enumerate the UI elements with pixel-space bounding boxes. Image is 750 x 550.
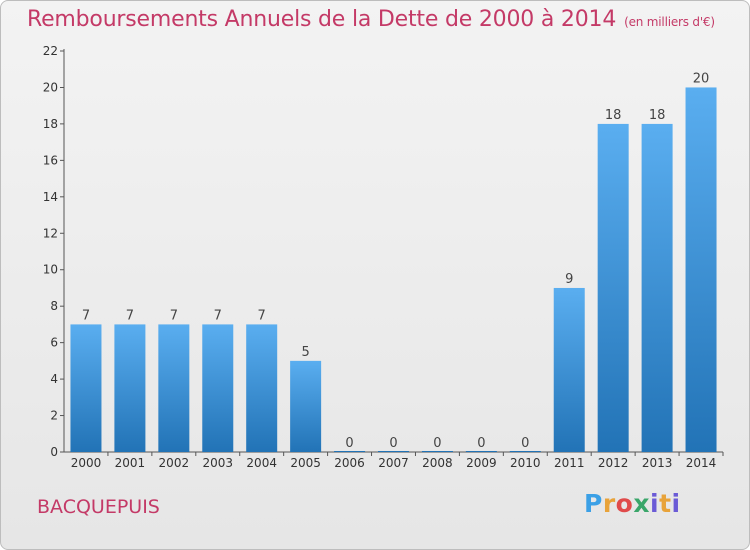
bar-value-label: 0 — [389, 436, 397, 451]
y-tick-label: 20 — [43, 80, 58, 94]
bar — [685, 87, 717, 453]
bar-value-label: 7 — [170, 308, 178, 323]
x-tick-label: 2002 — [159, 456, 190, 470]
x-tick-label: 2012 — [598, 456, 629, 470]
bar — [334, 451, 366, 452]
bar-value-label: 7 — [126, 308, 134, 323]
y-tick-label: 10 — [43, 263, 58, 277]
y-tick-label: 4 — [50, 372, 58, 386]
bar-value-label: 0 — [521, 436, 529, 451]
bar — [465, 451, 497, 452]
y-tick-label: 12 — [43, 226, 58, 240]
x-tick-label: 2000 — [71, 456, 102, 470]
x-tick-label: 2009 — [466, 456, 497, 470]
x-tick-label: 2004 — [246, 456, 277, 470]
bar — [158, 324, 190, 452]
x-tick-label: 2001 — [115, 456, 146, 470]
y-tick-label: 18 — [43, 117, 58, 131]
y-tick-label: 8 — [50, 299, 58, 313]
chart-labels: 7 7 7 7 7 5 0 0 0 0 0 9 18 18 20 — [82, 71, 709, 451]
bar — [421, 451, 453, 452]
bar — [114, 324, 146, 452]
bar — [290, 360, 322, 452]
bar-value-label: 20 — [693, 71, 710, 86]
x-tick-label: 2014 — [686, 456, 717, 470]
logo-letter: o — [615, 489, 634, 518]
bar-value-label: 5 — [301, 345, 309, 360]
bar — [597, 123, 629, 452]
proxiti-logo[interactable]: Proxiti — [584, 489, 681, 518]
bar — [509, 451, 541, 452]
bar-value-label: 7 — [214, 308, 222, 323]
bar-value-label: 18 — [605, 108, 622, 123]
x-tick-label: 2013 — [642, 456, 673, 470]
x-tick-label: 2005 — [290, 456, 321, 470]
bar-value-label: 0 — [477, 436, 485, 451]
bar-value-label: 7 — [82, 308, 90, 323]
x-tick-label: 2011 — [554, 456, 585, 470]
y-tick-label: 0 — [50, 445, 58, 459]
y-tick-label: 22 — [43, 44, 58, 58]
chart-unit: (en milliers d'€) — [624, 15, 715, 29]
y-tick-label: 16 — [43, 153, 58, 167]
x-tick-label: 2010 — [510, 456, 541, 470]
bar-value-label: 0 — [433, 436, 441, 451]
chart-bars — [70, 87, 717, 453]
logo-letter: i — [650, 489, 660, 518]
bar — [553, 287, 585, 452]
x-tick-label: 2006 — [334, 456, 365, 470]
bar-value-label: 18 — [649, 108, 666, 123]
bar-value-label: 9 — [565, 272, 573, 287]
x-tick-label: 2003 — [202, 456, 233, 470]
logo-letter: t — [659, 489, 672, 518]
logo-letter: P — [584, 489, 603, 518]
bar — [641, 123, 673, 452]
y-tick-label: 2 — [50, 409, 58, 423]
bar — [202, 324, 234, 452]
x-tick-label: 2008 — [422, 456, 453, 470]
chart-title: Remboursements Annuels de la Dette de 20… — [27, 7, 715, 32]
logo-letter: x — [633, 489, 650, 518]
logo-letter: i — [671, 489, 681, 518]
bar — [246, 324, 278, 452]
y-tick-label: 6 — [50, 336, 58, 350]
bar — [378, 451, 409, 452]
bar — [70, 324, 102, 452]
commune-name: BACQUEPUIS — [37, 496, 160, 518]
bar-value-label: 0 — [345, 436, 353, 451]
y-tick-label: 14 — [43, 190, 58, 204]
chart-title-text: Remboursements Annuels de la Dette de 20… — [27, 7, 617, 32]
logo-letter: r — [602, 489, 616, 518]
x-tick-label: 2007 — [378, 456, 409, 470]
bar-value-label: 7 — [258, 308, 266, 323]
